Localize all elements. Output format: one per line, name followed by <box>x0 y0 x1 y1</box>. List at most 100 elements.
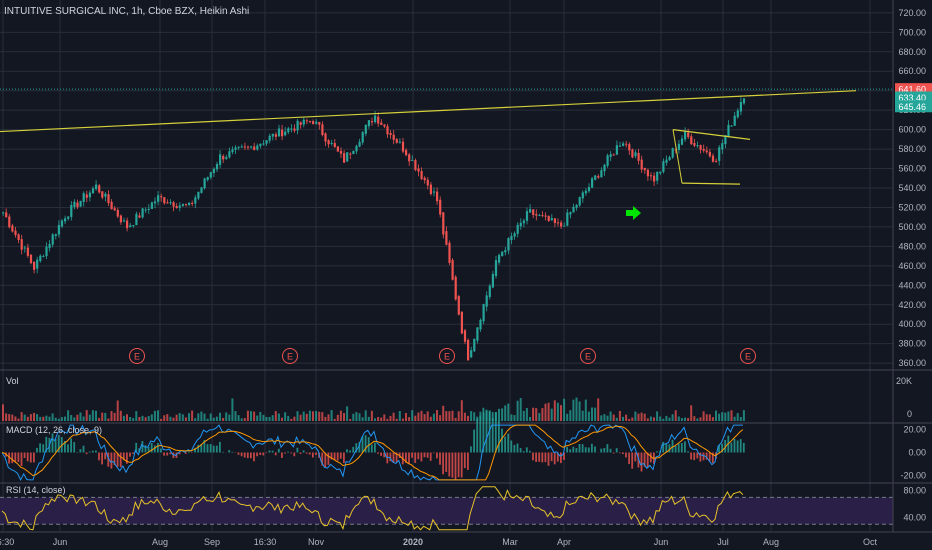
macd-hist-bar <box>649 452 652 463</box>
candle-body <box>95 184 98 190</box>
candle-body <box>448 242 451 263</box>
macd-hist-bar <box>560 452 562 464</box>
macd-hist-bar <box>470 446 472 453</box>
macd-hist-bar <box>222 451 224 453</box>
candle-body <box>231 149 234 153</box>
volume-bar <box>73 417 76 421</box>
candle-body <box>200 187 203 193</box>
macd-hist-bar <box>392 452 395 463</box>
volume-bar <box>513 415 516 421</box>
candle-body <box>460 311 463 334</box>
macd-hist-bar <box>693 452 696 461</box>
candle-body <box>29 254 33 264</box>
macd-hist-bar <box>383 452 386 458</box>
macd-hist-bar <box>544 452 547 463</box>
macd-hist-bar <box>467 452 469 470</box>
volume-bar <box>318 411 321 421</box>
volume-bar <box>85 410 88 421</box>
candle-body <box>702 149 705 151</box>
x-tick-label: Jul <box>717 537 729 547</box>
candle-body <box>587 186 591 192</box>
macd-hist-bar <box>33 452 35 463</box>
macd-hist-bar <box>702 452 705 461</box>
volume-bar <box>268 416 271 421</box>
price-axis[interactable]: 360.00 380.00 400.00 420.00 440.00 460.00 480.… <box>895 8 932 523</box>
candle-body <box>603 164 606 172</box>
y-tick-label: 400.00 <box>898 319 926 329</box>
macd-hist-bar <box>150 443 153 453</box>
candle-body <box>383 124 386 127</box>
candle-body <box>36 259 39 269</box>
volume-bar <box>432 413 435 421</box>
macd-tick-label: 20.00 <box>903 425 926 435</box>
volume-bar <box>305 413 308 421</box>
volume-bar <box>380 417 383 421</box>
volume-bar <box>429 416 432 421</box>
candle-body <box>349 153 352 155</box>
candle-body <box>560 222 563 227</box>
macd-hist-bar <box>665 443 668 453</box>
y-tick-label: 580.00 <box>898 144 926 154</box>
macd-hist-bar <box>519 448 522 453</box>
y-tick-label: 680.00 <box>898 47 926 57</box>
time-axis[interactable]: 16:30 Jun Aug Sep 16:30 Nov 2020 Mar Apr Jun Jul Au… <box>0 537 877 547</box>
candle-body <box>330 142 333 144</box>
candle-body <box>73 201 76 207</box>
earnings-marker-label: E <box>134 352 140 362</box>
macd-hist-bar <box>129 452 131 457</box>
volume-bar <box>256 415 259 421</box>
price-candles[interactable] <box>2 97 746 361</box>
volume-bar <box>730 410 733 421</box>
macd-tick-label: -20.00 <box>900 470 926 480</box>
macd-hist-bar <box>200 444 203 453</box>
macd-hist-bar <box>718 444 720 453</box>
macd-hist-bar <box>615 448 618 453</box>
earnings-marker-label: E <box>287 352 293 362</box>
candle-body <box>442 212 445 235</box>
candle-body <box>129 225 132 228</box>
macd-hist-bar <box>113 452 116 466</box>
flag-top-line <box>672 129 751 140</box>
candle-body <box>48 243 51 249</box>
macd-hist-bar <box>680 443 683 453</box>
macd-hist-bar <box>8 452 10 464</box>
volume-bar <box>188 413 190 421</box>
macd-hist-bar <box>324 452 327 468</box>
candle-body <box>708 151 711 157</box>
candle-body <box>256 145 259 150</box>
candle-body <box>541 215 544 217</box>
macd-hist-bar <box>553 452 556 465</box>
candle-body <box>259 143 262 147</box>
volume-bar <box>144 417 147 421</box>
candle-body <box>166 202 169 204</box>
pane-separators <box>0 0 932 533</box>
volume-bar <box>277 413 280 421</box>
volume-bar <box>138 416 141 421</box>
macd-hist-bar <box>302 450 305 453</box>
volume-bar <box>519 398 522 421</box>
macd-hist-bar <box>116 452 119 467</box>
macd-hist-bar <box>711 452 714 464</box>
candle-body <box>572 206 575 213</box>
candle-body <box>550 218 553 221</box>
macd-hist-bar <box>135 442 138 453</box>
candle-body <box>268 135 271 141</box>
candle-body <box>67 216 70 219</box>
candle-body <box>547 215 550 221</box>
volume-bar <box>175 414 178 421</box>
candle-body <box>169 202 172 204</box>
volume-bar <box>442 405 445 421</box>
volume-bar <box>361 417 364 421</box>
volume-bar <box>324 416 327 421</box>
macd-hist-bar <box>268 450 271 453</box>
x-tick-label: Apr <box>557 537 571 547</box>
macd-hist-bar <box>73 442 76 453</box>
macd-hist-bar <box>212 445 215 453</box>
candle-body <box>147 208 150 210</box>
macd-hist-bar <box>157 443 159 453</box>
candle-body <box>680 138 684 145</box>
candle-body <box>392 134 395 140</box>
volume-bar <box>501 408 504 421</box>
